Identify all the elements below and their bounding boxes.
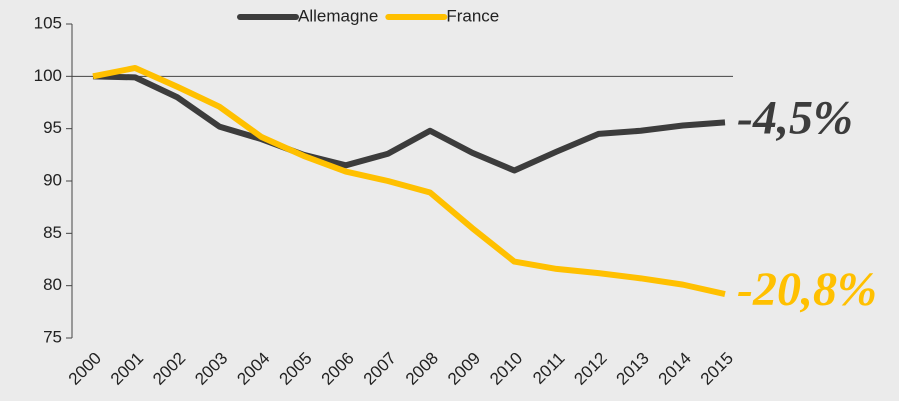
x-tick-label: 2013 [613,349,653,389]
x-tick-label: 2009 [444,349,484,389]
x-tick-label: 2004 [233,349,273,389]
x-tick-label: 2015 [697,349,737,389]
x-tick-label: 2008 [402,349,442,389]
annotation: -4,5% [737,91,853,144]
y-tick-label: 85 [43,223,62,242]
series-line [92,73,726,174]
x-tick-label: 2010 [486,349,526,389]
x-tick-label: 2000 [65,349,105,389]
x-tick-label: 2007 [360,349,400,389]
x-tick-label: 2006 [318,349,358,389]
series-line [92,64,726,297]
x-tick-label: 2005 [275,349,315,389]
y-tick-label: 90 [43,170,62,189]
y-tick-label: 100 [34,66,62,85]
y-tick-label: 105 [34,13,62,32]
y-tick-label: 80 [43,275,62,294]
x-tick-label: 2012 [570,349,610,389]
y-tick-label: 95 [43,118,62,137]
x-tick-label: 2003 [191,349,231,389]
x-tick-label: 2002 [149,349,189,389]
x-tick-label: 2001 [107,349,147,389]
x-tick-label: 2014 [655,349,695,389]
y-tick-label: 75 [43,327,62,346]
x-tick-label: 2011 [529,349,568,388]
legend-label: France [446,6,499,25]
legend-label: Allemagne [298,6,378,25]
annotation: -20,8% [737,263,877,316]
